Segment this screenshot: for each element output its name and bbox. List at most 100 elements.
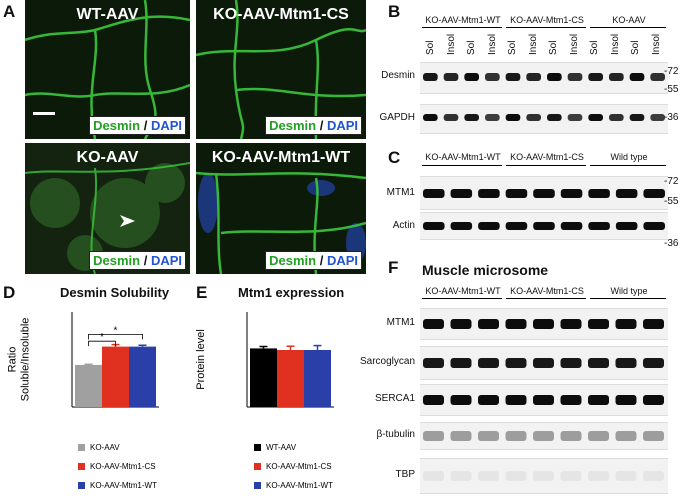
blot-gapdh bbox=[420, 104, 668, 134]
blot-band bbox=[505, 358, 527, 368]
panel-b-group-3: KO-AAV bbox=[612, 15, 646, 25]
blot-band bbox=[547, 73, 562, 81]
lane-label: Insol bbox=[568, 33, 580, 55]
blot-band bbox=[588, 73, 603, 81]
legend-swatch bbox=[254, 463, 261, 470]
blot-band bbox=[533, 189, 555, 198]
blot-band bbox=[643, 358, 664, 368]
bar bbox=[304, 350, 331, 407]
micrograph-ko-aav-mtm1-wt: KO-AAV-Mtm1-WT Desmin / DAPI bbox=[196, 143, 366, 274]
panel-f-row-label: TBP bbox=[395, 469, 415, 480]
blot-band bbox=[533, 222, 555, 230]
blot-strip bbox=[420, 346, 668, 380]
blot-band bbox=[643, 189, 665, 198]
blot-band bbox=[560, 358, 582, 368]
blot-band bbox=[478, 395, 499, 405]
micrograph-ko-aav-mtm1-cs: KO-AAV-Mtm1-CS Desmin / DAPI bbox=[196, 0, 366, 139]
blot-band bbox=[560, 431, 582, 441]
y-axis-label: RatioSoluble/Insoluble bbox=[6, 318, 31, 402]
blot-band bbox=[643, 395, 664, 405]
panel-f-group-3: Wild type bbox=[610, 286, 648, 296]
blot-band bbox=[526, 73, 541, 81]
panel-label-e: E bbox=[196, 283, 208, 302]
blot-band bbox=[533, 431, 554, 441]
blot-band bbox=[505, 73, 521, 81]
lane-label: Sol bbox=[630, 40, 641, 55]
stain-label: Desmin / DAPI bbox=[89, 251, 186, 270]
blot-band bbox=[560, 222, 583, 230]
chart-d: RatioSoluble/Insoluble * * KO-AAV KO-AAV-Mtm… bbox=[6, 312, 159, 490]
blot-band bbox=[526, 114, 541, 121]
group-line bbox=[506, 298, 586, 299]
blot-band bbox=[505, 319, 527, 329]
blot-band bbox=[588, 431, 609, 441]
legend-label: KO-AAV-Mtm1-WT bbox=[90, 481, 157, 490]
micrograph-title: KO-AAV-Mtm1-CS bbox=[213, 6, 349, 23]
micrograph-title: KO-AAV bbox=[76, 149, 139, 166]
group-line bbox=[422, 298, 502, 299]
blot-band bbox=[643, 222, 665, 230]
blot-band bbox=[505, 114, 521, 121]
blot-band bbox=[609, 114, 624, 121]
legend-swatch bbox=[254, 444, 261, 451]
significance-bracket bbox=[88, 333, 143, 340]
significance-label: * bbox=[100, 332, 104, 343]
blot-band bbox=[588, 189, 610, 198]
blot-band bbox=[560, 395, 582, 405]
mw-marker: -36 bbox=[664, 238, 679, 249]
lane-label: Insol bbox=[650, 33, 662, 55]
blot-band bbox=[650, 73, 665, 81]
scale-bar bbox=[33, 112, 55, 115]
blot-band bbox=[560, 319, 582, 329]
blot-band bbox=[450, 358, 472, 368]
blot-band bbox=[560, 189, 583, 198]
blot-band bbox=[533, 358, 554, 368]
blot-band bbox=[450, 395, 472, 405]
legend-label: WT-AAV bbox=[266, 443, 297, 452]
blot-desmin bbox=[420, 62, 668, 94]
blot-band bbox=[505, 395, 527, 405]
blot-band bbox=[478, 431, 499, 441]
blot-band bbox=[450, 431, 472, 441]
mw-marker: -72 bbox=[664, 176, 679, 187]
lane-label: Sol bbox=[548, 40, 559, 55]
panel-label-a: A bbox=[3, 2, 16, 21]
panel-f-group-2: KO-AAV-Mtm1-CS bbox=[510, 286, 584, 296]
bar bbox=[75, 364, 102, 407]
blot-band bbox=[505, 189, 528, 198]
blot-mtm1 bbox=[420, 176, 668, 210]
blot-band bbox=[478, 471, 499, 481]
blot-band bbox=[533, 471, 554, 481]
blot-band bbox=[450, 471, 472, 481]
panel-f-row-label: SERCA1 bbox=[374, 393, 415, 404]
blot-band bbox=[485, 114, 500, 121]
blot-band bbox=[547, 114, 562, 121]
micrograph-title: WT-AAV bbox=[76, 6, 139, 23]
blot-band bbox=[505, 431, 527, 441]
blot-band bbox=[533, 319, 554, 329]
blot-band bbox=[643, 471, 664, 481]
blot-band bbox=[443, 73, 459, 81]
blot-band bbox=[615, 222, 638, 230]
panel-c-group-1: KO-AAV-Mtm1-WT bbox=[425, 152, 501, 162]
lane-label: Insol bbox=[527, 33, 539, 55]
blot-band bbox=[650, 114, 665, 121]
panel-f-row-label: Sarcoglycan bbox=[360, 356, 416, 367]
panel-f-row-label: MTM1 bbox=[386, 317, 415, 328]
lane-label: Sol bbox=[507, 40, 518, 55]
blot-band bbox=[478, 189, 500, 198]
stain-label: Desmin / DAPI bbox=[89, 116, 186, 135]
bar bbox=[102, 346, 129, 407]
panel-b-row-desmin: Desmin bbox=[381, 70, 415, 81]
lane-label: Sol bbox=[466, 40, 477, 55]
blot-band bbox=[485, 73, 500, 81]
blot-band bbox=[423, 319, 444, 329]
blot-band bbox=[478, 319, 499, 329]
blot-band bbox=[464, 73, 479, 81]
mw-marker: -55 bbox=[664, 196, 679, 207]
mw-marker: -36 bbox=[664, 112, 679, 123]
blot-band bbox=[588, 471, 609, 481]
blot-band bbox=[464, 114, 479, 121]
blot-band bbox=[450, 189, 473, 198]
group-line bbox=[506, 165, 586, 166]
